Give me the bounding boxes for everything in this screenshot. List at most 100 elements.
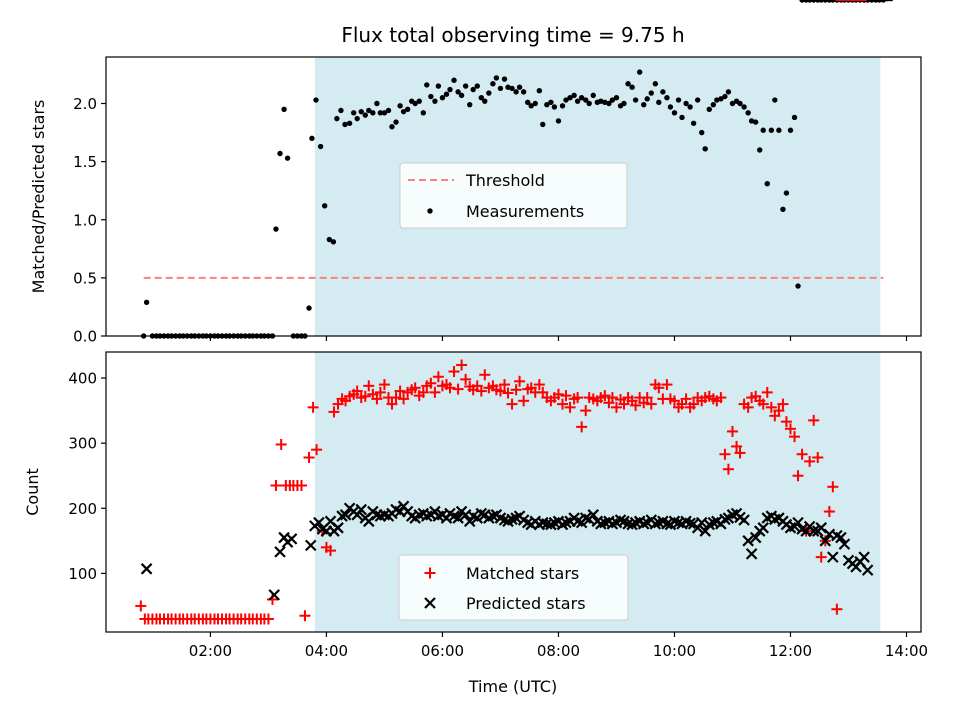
measurement-point	[772, 97, 778, 103]
measurement-point	[432, 98, 438, 104]
matched-star-marker	[610, 401, 622, 413]
measurement-point	[551, 104, 558, 110]
matched-star-marker	[448, 366, 460, 378]
top-y-tick-label: 2.0	[73, 95, 97, 113]
matched-star-marker	[390, 392, 402, 404]
measurement-point	[613, 94, 620, 101]
measurement-point	[830, 0, 836, 3]
matched-star-marker	[311, 444, 323, 456]
matched-star-marker	[359, 390, 371, 402]
measurement-point	[428, 93, 434, 100]
matched-star-marker	[262, 613, 274, 625]
measurement-point	[516, 84, 523, 90]
measurement-point	[342, 121, 348, 128]
predicted-star-marker	[332, 522, 344, 534]
predicted-star-marker	[285, 533, 298, 545]
measurement-point	[354, 115, 360, 122]
measurement-point	[571, 92, 577, 99]
measurement-point	[602, 99, 608, 106]
matched-star-marker	[715, 392, 727, 404]
measurement-point	[389, 124, 395, 130]
measurement-point	[400, 108, 407, 115]
bottom-panel: 100 200 300 400 02:00 04:00 06:00 08:00 10:00 12:…	[23, 0, 928, 660]
matched-star-marker	[630, 399, 642, 411]
top-panel: 0.0 0.5 1.0 1.5 2.0 Matched/Predicted stars Th…	[29, 0, 922, 346]
measurement-point	[350, 110, 357, 116]
measurement-point	[590, 92, 596, 99]
matched-star-marker	[645, 398, 657, 410]
measurement-point	[606, 100, 612, 107]
matched-star-marker	[514, 375, 526, 387]
matched-star-marker	[295, 479, 307, 491]
measurement-point	[338, 107, 344, 114]
bottom-y-axis-label: Count	[23, 468, 42, 516]
measurement-point	[810, 0, 817, 3]
legend-predicted-swatch	[424, 597, 436, 609]
measurement-point	[656, 99, 662, 106]
x-axis-label: Time (UTC)	[468, 677, 557, 696]
matched-star-marker	[653, 382, 665, 394]
measurement-point	[370, 110, 376, 116]
measurement-point	[334, 115, 340, 122]
measurement-point	[609, 97, 616, 103]
matched-star-marker	[688, 398, 700, 410]
x-tick-label: 10:00	[653, 642, 696, 660]
matched-star-marker	[804, 455, 816, 467]
predicted-star-marker	[738, 514, 750, 526]
measurement-point	[583, 97, 589, 103]
predicted-star-marker	[745, 548, 758, 560]
legend-threshold-label: Threshold	[465, 171, 545, 190]
measurement-point	[729, 100, 736, 107]
measurement-point	[621, 100, 627, 107]
measurement-point	[776, 127, 782, 133]
measurement-point	[598, 98, 604, 104]
matched-star-marker	[572, 392, 584, 404]
measurement-point	[513, 89, 519, 95]
predicted-star-marker	[807, 525, 820, 537]
matched-star-marker	[668, 395, 680, 407]
measurement-point	[455, 89, 461, 95]
predicted-star-marker	[661, 518, 673, 530]
predicted-star-marker	[339, 509, 352, 521]
matched-star-marker	[307, 401, 319, 413]
measurement-point	[667, 104, 674, 110]
measurement-point	[509, 85, 515, 92]
matched-star-marker	[479, 369, 491, 381]
measurement-point	[710, 101, 717, 108]
measurement-point	[718, 96, 724, 102]
measurement-point	[525, 99, 531, 106]
matched-star-marker	[425, 377, 437, 389]
matched-star-marker	[719, 448, 731, 460]
measurement-point	[725, 89, 732, 95]
predicted-star-marker	[838, 538, 851, 550]
measurement-point	[346, 120, 353, 126]
matched-star-marker	[773, 405, 785, 417]
measurement-point	[679, 114, 685, 121]
x-tick-label: 02:00	[189, 642, 232, 660]
matched-star-marker	[552, 388, 564, 400]
matched-star-marker	[742, 401, 754, 413]
measurement-point	[420, 110, 426, 116]
measurement-point	[764, 181, 770, 187]
matched-star-marker	[731, 440, 743, 452]
bottom-series-plus	[135, 0, 893, 625]
measurement-point	[714, 97, 720, 103]
measurement-point	[470, 86, 476, 93]
measurement-point	[574, 98, 581, 104]
bottom-y-tick-label: 200	[68, 500, 97, 518]
measurement-point	[636, 69, 643, 75]
matched-star-marker	[394, 385, 406, 397]
measurement-point	[273, 226, 279, 232]
top-y-tick-label: 0.5	[73, 269, 97, 287]
measurement-point	[757, 147, 763, 153]
top-y-axis-label: Matched/Predicted stars	[29, 100, 48, 294]
measurement-point	[377, 110, 384, 116]
measurement-point	[309, 135, 315, 142]
matched-star-marker	[796, 448, 808, 460]
matched-star-marker	[815, 551, 827, 563]
matched-star-marker	[722, 463, 734, 475]
predicted-star-marker	[835, 531, 847, 544]
measurement-point	[393, 119, 399, 125]
measurement-point	[520, 89, 527, 95]
bottom-series-x	[140, 0, 893, 601]
